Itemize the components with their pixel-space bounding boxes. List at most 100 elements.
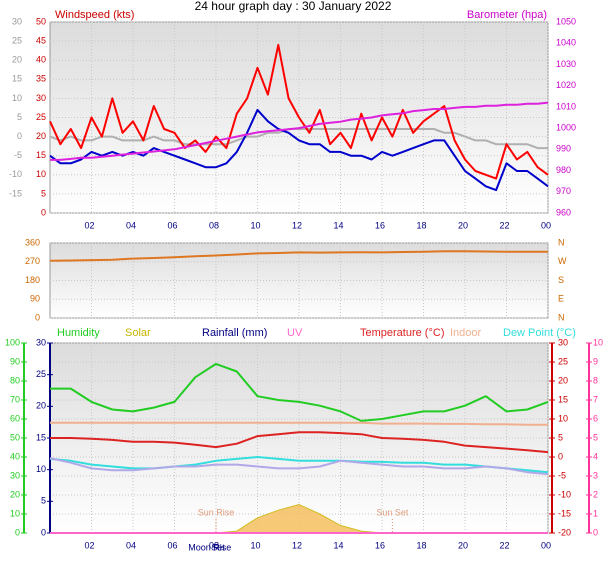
y-tick-label: 180 <box>25 275 40 285</box>
y2-tick-label: -15 <box>558 508 571 518</box>
y-tick-label: 15 <box>36 150 46 160</box>
y3-tick-label: 15 <box>36 432 46 442</box>
x-tick-label: 00 <box>541 220 551 230</box>
y-tick-label: 0 <box>41 207 46 217</box>
x-tick-label: 18 <box>416 220 426 230</box>
x-tick-label: 02 <box>84 220 94 230</box>
legend-entry: Temperature (°C) <box>360 327 444 339</box>
y3-tick-label: 20 <box>36 401 46 411</box>
x-tick-label: 18 <box>416 540 426 550</box>
line <box>49 457 549 476</box>
legend-entry: UV <box>287 327 303 339</box>
y4-tick-label: 4 <box>593 451 598 461</box>
y4-tick-label: 6 <box>593 413 598 423</box>
y-tick-label: 90 <box>10 356 20 366</box>
y3-tick-label: 25 <box>36 369 46 379</box>
x-tick-label: 12 <box>292 540 302 550</box>
legend-entry: Rainfall (mm) <box>202 327 267 339</box>
y-tick-label: 35 <box>36 74 46 84</box>
y3-tick-label: 10 <box>12 93 22 103</box>
y4-tick-label: 1 <box>593 508 598 518</box>
y-tick-label: 50 <box>36 16 46 26</box>
y-tick-label: 30 <box>10 470 20 480</box>
x-tick-label: 20 <box>458 540 468 550</box>
x-tick-label: 06 <box>167 220 177 230</box>
y2-tick-label: 970 <box>556 186 571 196</box>
y4-tick-label: 2 <box>593 489 598 499</box>
y2-tick-label: 980 <box>556 165 571 175</box>
y3-tick-label: 0 <box>41 527 46 537</box>
line <box>50 421 548 426</box>
line <box>49 250 548 262</box>
y-tick-label: 70 <box>10 394 20 404</box>
x-tick-label: 14 <box>333 220 343 230</box>
y2-tick-label: W <box>558 256 567 266</box>
y2-tick-label: 1040 <box>556 38 576 48</box>
y2-tick-label: 1000 <box>556 122 576 132</box>
y2-tick-label: -5 <box>558 470 566 480</box>
y3-tick-label: 5 <box>17 112 22 122</box>
y2-tick-label: N <box>558 312 565 322</box>
y2-axis-label: Barometer (hpa) <box>467 9 547 21</box>
y3-tick-label: 25 <box>12 35 22 45</box>
y-tick-label: 360 <box>25 237 40 247</box>
y-tick-label: 50 <box>10 432 20 442</box>
y-tick-label: 45 <box>36 35 46 45</box>
x-tick-label: 22 <box>499 540 509 550</box>
x-tick-label: 16 <box>375 220 385 230</box>
legend-entry: Dew Point (°C) <box>503 327 576 339</box>
y4-tick-label: 7 <box>593 394 598 404</box>
y-tick-label: 10 <box>10 508 20 518</box>
legend-entry: Indoor <box>450 327 482 339</box>
y-tick-label: 60 <box>10 413 20 423</box>
y2-tick-label: 990 <box>556 144 571 154</box>
y2-tick-label: 10 <box>558 413 568 423</box>
chart-title: 24 hour graph day : 30 January 2022 <box>195 0 392 13</box>
y-tick-label: 20 <box>10 489 20 499</box>
moon-label: Moon Rise <box>188 542 231 552</box>
sun-label: Sun Set <box>376 507 409 517</box>
y2-tick-label: 1050 <box>556 16 576 26</box>
y3-tick-label: -5 <box>14 150 22 160</box>
y2-tick-label: 0 <box>558 451 563 461</box>
y4-tick-label: 10 <box>593 337 603 347</box>
y2-tick-label: 25 <box>558 356 568 366</box>
x-tick-label: 22 <box>499 220 509 230</box>
y3-tick-label: 5 <box>41 496 46 506</box>
y-tick-label: 80 <box>10 375 20 385</box>
y3-tick-label: -15 <box>9 188 22 198</box>
y3-tick-label: 0 <box>17 131 22 141</box>
x-tick-label: 08 <box>209 220 219 230</box>
y3-tick-label: 30 <box>12 16 22 26</box>
y-tick-label: 0 <box>15 527 20 537</box>
y2-tick-label: 1020 <box>556 80 576 90</box>
y-axis-label: Windspeed (kts) <box>55 9 134 21</box>
line <box>49 108 549 192</box>
sun-label: Sun Rise <box>198 507 235 517</box>
y3-tick-label: 20 <box>12 55 22 65</box>
y-tick-label: 25 <box>36 112 46 122</box>
y2-tick-label: -10 <box>558 489 571 499</box>
y2-tick-label: N <box>558 237 565 247</box>
y2-tick-label: -20 <box>558 527 571 537</box>
y4-tick-label: 5 <box>593 432 598 442</box>
legend-entry: Humidity <box>57 327 100 339</box>
y2-tick-label: E <box>558 294 564 304</box>
x-tick-label: 06 <box>167 540 177 550</box>
line <box>49 43 549 180</box>
y2-tick-label: 5 <box>558 432 563 442</box>
y3-tick-label: 10 <box>36 464 46 474</box>
y-tick-label: 0 <box>35 312 40 322</box>
y3-tick-label: 30 <box>36 337 46 347</box>
x-tick-label: 16 <box>375 540 385 550</box>
x-tick-label: 20 <box>458 220 468 230</box>
y-tick-label: 30 <box>36 93 46 103</box>
x-tick-label: 12 <box>292 220 302 230</box>
x-tick-label: 02 <box>84 540 94 550</box>
y4-tick-label: 9 <box>593 356 598 366</box>
y-tick-label: 20 <box>36 131 46 141</box>
x-tick-label: 04 <box>126 540 136 550</box>
y2-tick-label: 20 <box>558 375 568 385</box>
y-tick-label: 40 <box>10 451 20 461</box>
